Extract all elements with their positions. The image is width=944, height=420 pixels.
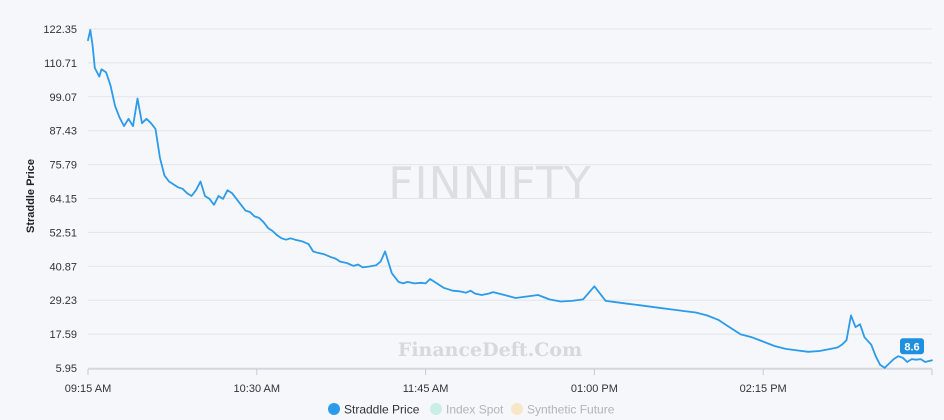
y-tick-label-10: 122.35 [43,24,77,36]
brand-watermark: FinanceDeft.Com [398,339,582,361]
x-tick-label-2: 11:45 AM [403,383,449,395]
legend-label-0[interactable]: Straddle Price [344,403,420,417]
y-tick-label-8: 99.07 [49,92,77,104]
series-layer [87,29,933,369]
y-tick-label-5: 64.15 [49,194,77,206]
grid-lines [88,28,932,369]
chart-watermark: FINNIFTY [388,158,591,209]
y-tick-label-1: 17.59 [49,329,77,341]
legend-marker-0[interactable] [328,403,340,415]
legend: Straddle Price Index Spot Synthetic Future [328,403,615,417]
y-tick-label-9: 110.71 [44,58,77,70]
y-tick-label-4: 52.51 [49,227,77,239]
x-tick-label-3: 01:00 PM [571,383,618,395]
y-tick-label-6: 75.79 [49,160,77,172]
y-tick-label-7: 87.43 [49,126,77,138]
last-value-label: 8.6 [904,341,919,353]
y-axis-title: Straddle Price [25,159,37,233]
last-value-badge: 8.6 [900,338,924,355]
legend-label-1[interactable]: Index Spot [446,403,504,417]
x-axis-ticks: 09:15 AM 10:30 AM 11:45 AM 01:00 PM 02:15 PM [65,368,933,395]
series-line-0 [87,29,933,369]
x-tick-label-0: 09:15 AM [65,383,111,395]
legend-label-2[interactable]: Synthetic Future [527,403,615,417]
y-axis-ticks: 5.95 17.59 29.23 40.87 52.51 64.15 75.79 87.43 9… [43,24,77,375]
y-tick-label-0: 5.95 [56,363,77,375]
legend-marker-2[interactable] [511,403,523,415]
legend-marker-1[interactable] [430,403,442,415]
y-tick-label-3: 40.87 [49,261,77,273]
y-tick-label-2: 29.23 [49,295,77,307]
x-tick-label-1: 10:30 AM [234,383,280,395]
last-value-badge-bg [900,338,924,355]
x-tick-label-4: 02:15 PM [740,383,787,395]
